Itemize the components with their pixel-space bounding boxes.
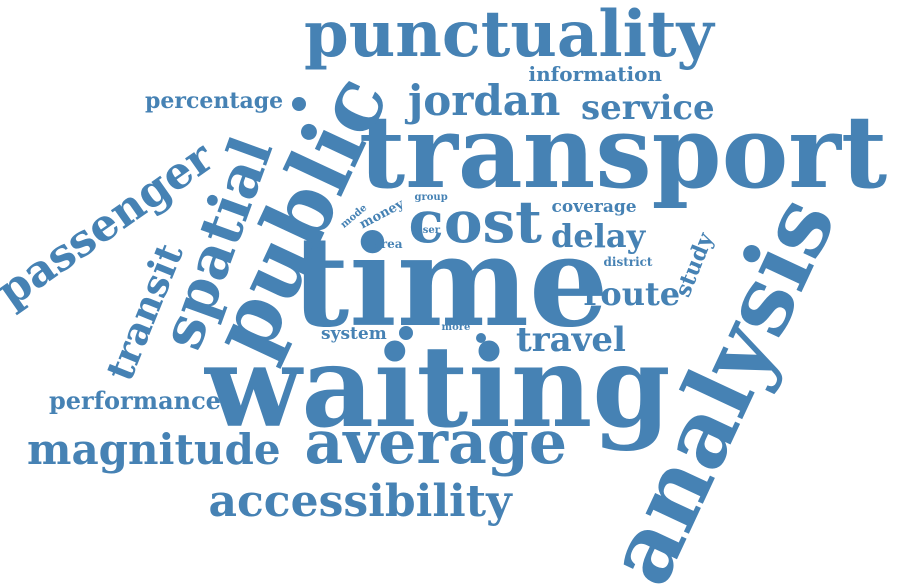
word-performance: performance [49, 386, 221, 415]
word-travel: travel [516, 320, 626, 360]
word-accessibility: accessibility [208, 476, 512, 527]
dot-marker [399, 326, 413, 340]
word-percentage: percentage [145, 88, 284, 114]
word-group: group [414, 192, 448, 203]
word-user: user [415, 225, 441, 236]
word-district: district [603, 255, 653, 269]
word-coverage: coverage [551, 196, 637, 217]
word-magnitude: magnitude [27, 425, 281, 474]
word-route: route [583, 275, 681, 313]
word-delay: delay [551, 217, 646, 255]
word-area: area [373, 237, 403, 251]
dot-marker [476, 333, 486, 343]
word-cost: cost [408, 188, 542, 256]
word-transport: transport [359, 93, 888, 211]
dot-marker [292, 97, 306, 111]
word-system: system [321, 323, 387, 344]
word-waiting: waiting [205, 322, 671, 453]
word-service: service [581, 88, 715, 128]
word-information: information [528, 62, 662, 86]
word-punctuality: punctuality [304, 0, 714, 72]
word-average: average [304, 408, 568, 478]
word-time: time [291, 208, 609, 355]
word-jordan: jordan [408, 76, 561, 125]
word-more: more [441, 322, 471, 333]
